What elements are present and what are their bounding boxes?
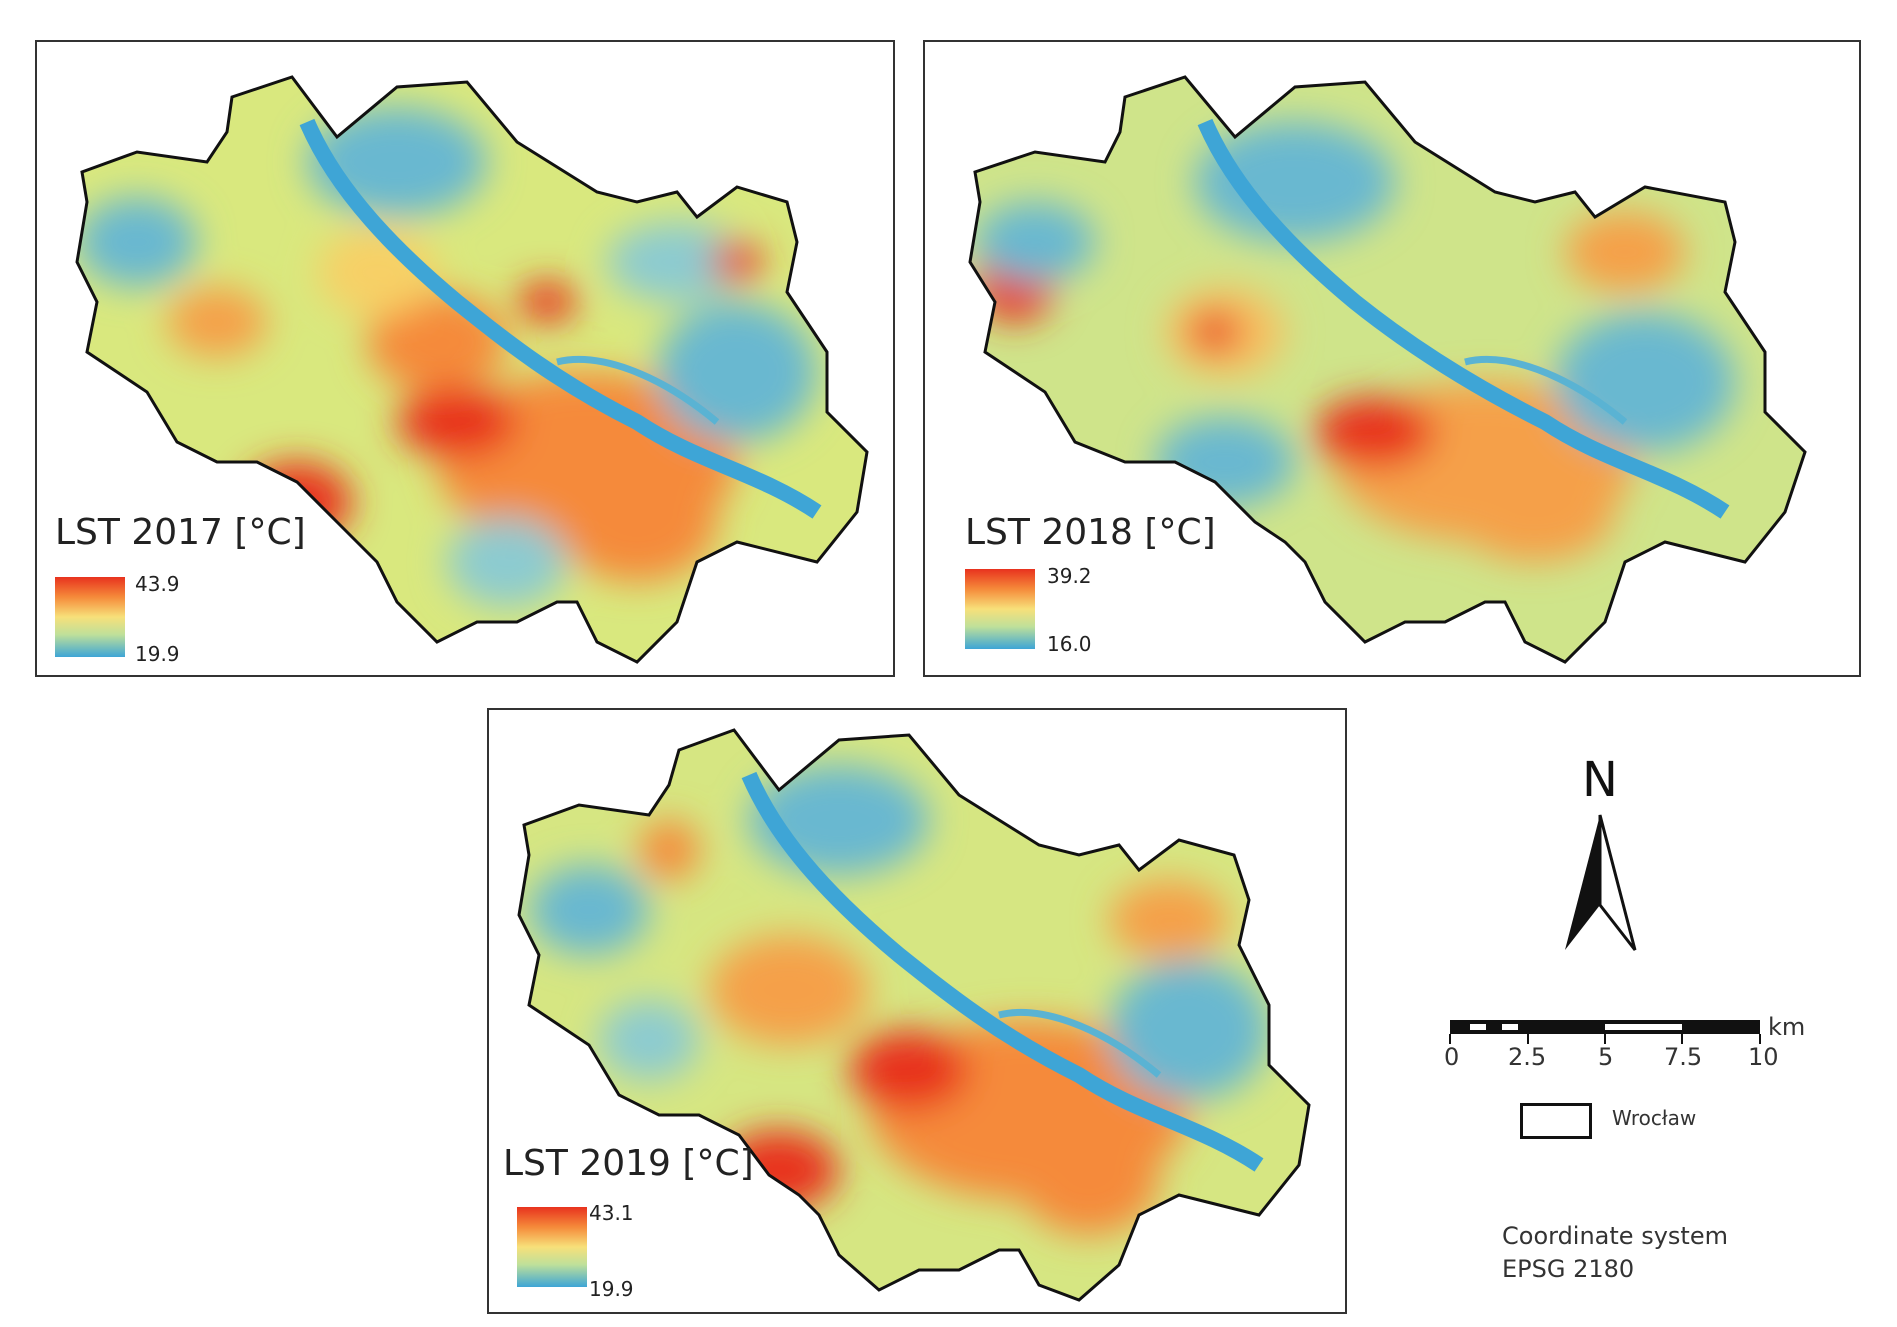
north-arrow-icon xyxy=(1565,814,1637,951)
legend-swatch xyxy=(1520,1103,1592,1139)
scale-tick-0: 0 xyxy=(1444,1043,1460,1071)
map-title: LST 2018 [°C] xyxy=(965,512,1216,553)
lst-map-2019 xyxy=(517,728,1311,1302)
color-ramp xyxy=(55,577,125,657)
scale-tick-10: 10 xyxy=(1748,1043,1779,1071)
scale-unit: km xyxy=(1768,1013,1806,1041)
lst-map-2017 xyxy=(75,75,869,664)
map-title: LST 2017 [°C] xyxy=(55,512,306,553)
scale-tick-5: 5 xyxy=(1598,1043,1614,1071)
legend-label: Wrocław xyxy=(1612,1106,1697,1130)
ramp-min-label: 16.0 xyxy=(1047,632,1092,656)
scale-bar xyxy=(1449,1020,1761,1044)
scale-tick-7-5: 7.5 xyxy=(1664,1043,1703,1071)
map-panel-2018: LST 2018 [°C] 39.2 16.0 xyxy=(923,40,1861,677)
lst-map-2018 xyxy=(968,75,1807,664)
city-boundary xyxy=(517,728,1311,1302)
city-boundary xyxy=(968,75,1807,664)
city-boundary xyxy=(75,75,869,664)
map-title: LST 2019 [°C] xyxy=(503,1143,754,1184)
coordinate-system-code: EPSG 2180 xyxy=(1502,1255,1635,1283)
map-panel-2017: LST 2017 [°C] 43.9 19.9 xyxy=(35,40,895,677)
coordinate-system-label: Coordinate system xyxy=(1502,1222,1728,1250)
ramp-min-label: 19.9 xyxy=(589,1277,634,1301)
north-letter: N xyxy=(1582,752,1618,808)
ramp-max-label: 43.1 xyxy=(589,1201,634,1225)
color-ramp xyxy=(965,569,1035,649)
map-panel-2019: LST 2019 [°C] 43.1 19.9 xyxy=(487,708,1347,1314)
ramp-min-label: 19.9 xyxy=(135,642,180,666)
color-ramp xyxy=(517,1207,587,1287)
ramp-max-label: 39.2 xyxy=(1047,564,1092,588)
scale-tick-2-5: 2.5 xyxy=(1508,1043,1547,1071)
ramp-max-label: 43.9 xyxy=(135,572,180,596)
